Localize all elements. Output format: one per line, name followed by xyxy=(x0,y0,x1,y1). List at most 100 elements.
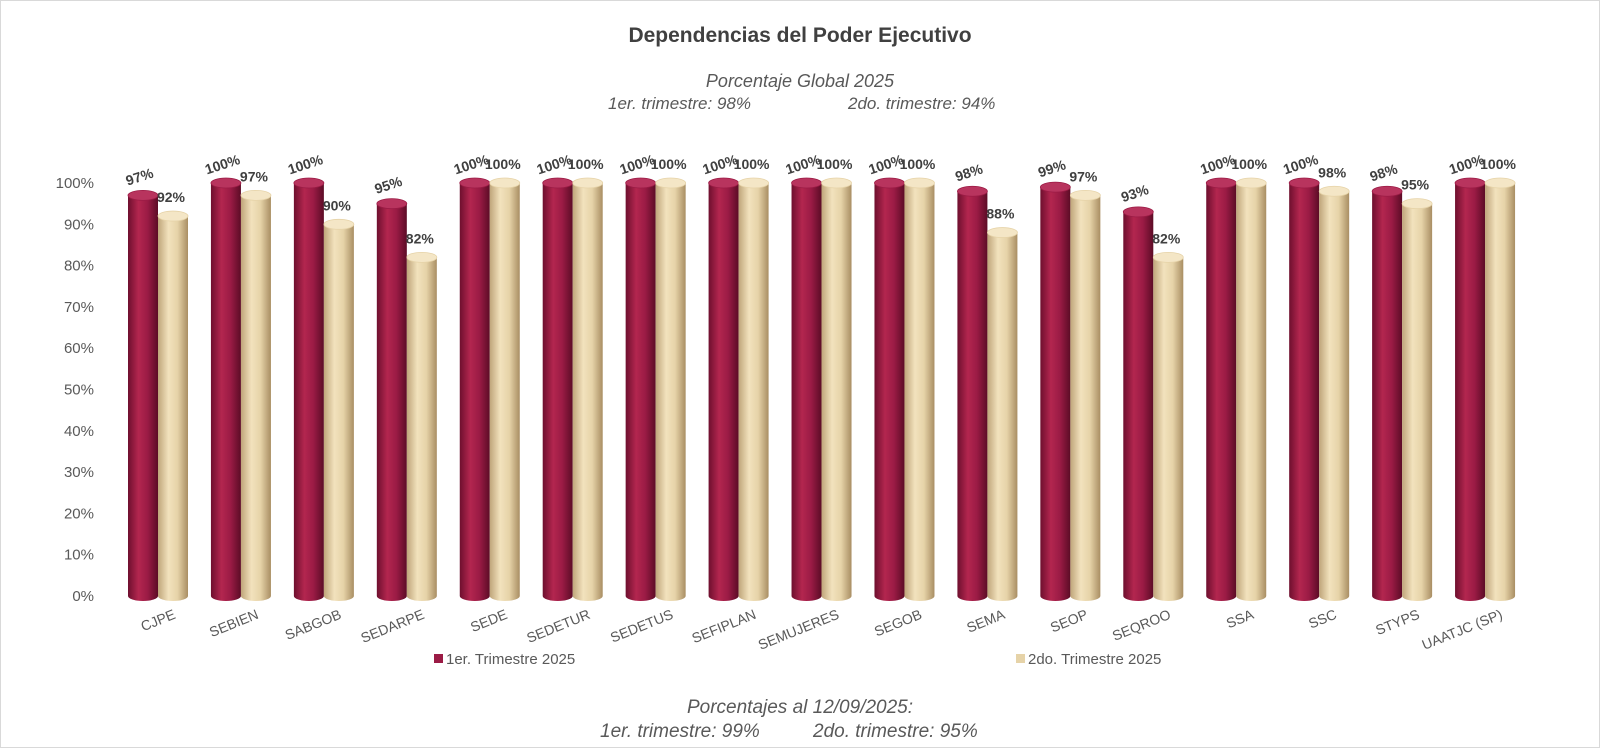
bar-q1 xyxy=(708,177,739,601)
x-tick-label: SEBIEN xyxy=(207,606,261,640)
bar-q2 xyxy=(1318,185,1350,601)
legend-item: 1er. Trimestre 2025 xyxy=(434,651,575,668)
data-label: 97% xyxy=(124,165,156,189)
data-label: 98% xyxy=(1368,160,1400,184)
chart-title: Dependencias del Poder Ejecutivo xyxy=(628,24,972,47)
data-label: 100% xyxy=(485,156,521,172)
data-label: 99% xyxy=(1036,156,1068,180)
bar-q1 xyxy=(376,198,408,601)
bar-q1 xyxy=(1288,177,1320,601)
x-tick-label: SEDETUS xyxy=(608,606,675,646)
subtitle-q1: 1er. trimestre: 98% xyxy=(608,94,751,113)
y-tick-label: 80% xyxy=(64,258,94,275)
footer-q2: 2do. trimestre: 95% xyxy=(813,721,978,742)
data-label: 100% xyxy=(286,151,326,177)
bar-q2 xyxy=(987,227,1018,601)
bar-q2 xyxy=(1484,177,1516,601)
x-tick-label: STYPS xyxy=(1373,606,1422,638)
x-tick-label: SEDARPE xyxy=(358,606,426,646)
bar-q2 xyxy=(572,177,604,601)
data-label: 100% xyxy=(1231,156,1267,172)
x-tick-label: SEDETUR xyxy=(524,606,592,646)
data-label: 98% xyxy=(953,160,985,184)
x-tick-label: SEOP xyxy=(1048,606,1090,635)
data-label: 100% xyxy=(734,156,770,172)
x-tick-label: SEGOB xyxy=(872,606,924,639)
data-label: 100% xyxy=(651,156,687,172)
bar-q2 xyxy=(406,251,438,601)
y-tick-label: 20% xyxy=(64,505,94,522)
subtitle-q2: 2do. trimestre: 94% xyxy=(848,94,996,113)
bar-q1 xyxy=(127,189,159,601)
data-label: 97% xyxy=(240,168,269,184)
bar-q1 xyxy=(1371,185,1403,601)
bar-q2 xyxy=(323,218,355,602)
data-label: 82% xyxy=(1152,230,1181,246)
legend-item: 2do. Trimestre 2025 xyxy=(1016,651,1161,668)
bar-q1 xyxy=(791,177,822,601)
data-label: 100% xyxy=(817,156,853,172)
y-tick-label: 60% xyxy=(64,340,94,357)
x-tick-label: SEMUJERES xyxy=(756,606,841,653)
y-tick-label: 40% xyxy=(64,423,94,440)
data-label: 88% xyxy=(986,206,1015,222)
chart-subtitle: Porcentaje Global 2025 xyxy=(705,71,895,91)
bar-q2 xyxy=(1069,189,1101,601)
bar-q1 xyxy=(1122,206,1154,601)
bar-q1 xyxy=(293,177,325,601)
bar-q2 xyxy=(904,177,935,601)
x-tick-label: SEFIPLAN xyxy=(689,606,758,646)
bar-q2 xyxy=(655,177,687,601)
y-tick-label: 0% xyxy=(72,588,94,605)
x-tick-label: SEQROO xyxy=(1110,606,1173,644)
y-tick-label: 90% xyxy=(64,216,94,233)
svg-text:2do. Trimestre 2025: 2do. Trimestre 2025 xyxy=(1028,651,1161,668)
data-label: 92% xyxy=(157,189,186,205)
data-label: 82% xyxy=(406,230,435,246)
footer-q1: 1er. trimestre: 99% xyxy=(600,721,760,742)
data-label: 100% xyxy=(900,156,936,172)
y-tick-label: 70% xyxy=(64,299,94,316)
bar-q2 xyxy=(240,189,272,601)
y-tick-label: 100% xyxy=(56,175,94,192)
svg-text:1er. Trimestre 2025: 1er. Trimestre 2025 xyxy=(446,651,575,668)
bar-q2 xyxy=(821,177,852,601)
bar-q2 xyxy=(1401,198,1433,601)
bar-q2 xyxy=(157,210,189,602)
bar-q1 xyxy=(1039,181,1071,601)
y-tick-label: 50% xyxy=(64,382,94,399)
bar-q1 xyxy=(874,177,905,601)
x-tick-label: SEDE xyxy=(468,606,509,635)
bar-q2 xyxy=(1235,177,1267,601)
y-tick-label: 30% xyxy=(64,464,94,481)
data-label: 100% xyxy=(1480,156,1516,172)
bar-q2 xyxy=(1152,251,1184,601)
data-label: 95% xyxy=(1401,177,1430,193)
data-label: 97% xyxy=(1069,168,1098,184)
bar-q1 xyxy=(459,177,491,601)
bar-q2 xyxy=(489,177,521,601)
data-label: 93% xyxy=(1119,181,1151,205)
bar-q1 xyxy=(210,177,242,601)
footer-title: Porcentajes al 12/09/2025: xyxy=(686,697,914,718)
x-tick-label: SEMA xyxy=(964,606,1007,636)
bar-q1 xyxy=(957,185,988,601)
x-tick-label: SABGOB xyxy=(283,606,344,643)
x-tick-label: CJPE xyxy=(138,606,177,634)
bar-q1 xyxy=(1205,177,1237,601)
y-tick-label: 10% xyxy=(64,547,94,564)
bar-q2 xyxy=(738,177,769,601)
data-label: 100% xyxy=(1281,151,1321,177)
bar-q1 xyxy=(625,177,657,601)
x-tick-label: SSA xyxy=(1224,606,1257,632)
bar-q1 xyxy=(542,177,574,601)
data-label: 100% xyxy=(203,151,243,177)
x-tick-label: UAATJC (SP) xyxy=(1420,606,1505,653)
bar-q1 xyxy=(1454,177,1486,601)
x-tick-label: SSC xyxy=(1306,606,1339,632)
data-label: 90% xyxy=(323,197,352,213)
data-label: 95% xyxy=(372,173,404,197)
data-label: 100% xyxy=(568,156,604,172)
data-label: 98% xyxy=(1318,164,1347,180)
